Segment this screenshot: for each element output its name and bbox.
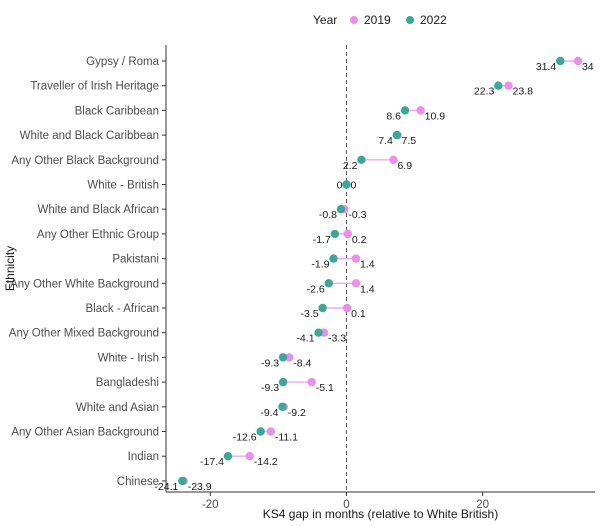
point-2019 bbox=[416, 106, 425, 115]
data-label: 34 bbox=[582, 61, 594, 73]
plot-area: -20 0 20 Gypsy / Roma 34 31.4 Traveller of Iri… bbox=[9, 45, 595, 511]
point-2022 bbox=[342, 180, 351, 189]
category-label: Traveller of Irish Heritage bbox=[30, 81, 159, 93]
data-label: -17.4 bbox=[200, 456, 224, 468]
point-2019 bbox=[351, 279, 361, 288]
category-label: White and Black Caribbean bbox=[20, 130, 159, 142]
point-2022 bbox=[278, 377, 288, 387]
point-2019 bbox=[285, 353, 294, 362]
point-2022 bbox=[392, 130, 402, 140]
data-label: -12.6 bbox=[233, 432, 257, 444]
legend: Year 2019 2022 bbox=[313, 13, 447, 27]
point-2022 bbox=[357, 155, 366, 164]
data-label: -0.8 bbox=[319, 209, 337, 221]
category-label: White - British bbox=[87, 180, 159, 192]
category-label: Any Other Ethnic Group bbox=[37, 229, 159, 241]
data-label: -24.1 bbox=[154, 481, 178, 493]
data-label: 8.6 bbox=[386, 110, 401, 122]
data-label: -5.1 bbox=[316, 382, 334, 394]
category-label: Pakistani bbox=[112, 254, 159, 266]
data-label: 6.9 bbox=[397, 160, 412, 172]
category-label: Bangladeshi bbox=[96, 377, 159, 389]
point-2022 bbox=[256, 427, 265, 436]
point-2019 bbox=[504, 81, 513, 90]
data-label: -3.3 bbox=[328, 333, 346, 345]
data-label: -3.5 bbox=[301, 308, 319, 320]
point-2022 bbox=[330, 229, 340, 239]
data-label: 23.8 bbox=[513, 86, 534, 98]
category-label: Black - African bbox=[86, 303, 160, 315]
point-2022 bbox=[178, 476, 187, 486]
point-2022 bbox=[278, 402, 287, 411]
point-2022 bbox=[494, 81, 503, 90]
data-label: 31.4 bbox=[536, 61, 557, 73]
category-label: Indian bbox=[128, 451, 159, 463]
data-label: 1.4 bbox=[360, 283, 375, 295]
data-label: -11.1 bbox=[275, 432, 298, 444]
category-label: Any Other White Background bbox=[10, 278, 159, 290]
y-axis-title: Ethnicity bbox=[3, 246, 17, 291]
point-2022 bbox=[318, 303, 327, 313]
point-2022 bbox=[400, 106, 410, 115]
point-2022 bbox=[336, 205, 346, 214]
category-label: White and Asian bbox=[76, 402, 159, 414]
point-2019 bbox=[245, 452, 254, 461]
data-label: -1.9 bbox=[311, 259, 329, 271]
point-2022 bbox=[324, 279, 333, 288]
data-label: -1.7 bbox=[313, 234, 331, 246]
data-label: -8.4 bbox=[293, 357, 311, 369]
data-label: -9.2 bbox=[288, 407, 306, 419]
data-label: -2.6 bbox=[307, 283, 325, 295]
point-2022 bbox=[314, 328, 323, 337]
legend-marker-2022 bbox=[406, 16, 414, 24]
data-label: 0.1 bbox=[351, 308, 366, 320]
x-tick-label: 20 bbox=[476, 499, 489, 511]
point-2019 bbox=[389, 155, 398, 164]
data-label: 0 bbox=[350, 180, 356, 192]
data-label: -4.1 bbox=[296, 333, 314, 345]
legend-label-2019: 2019 bbox=[364, 13, 391, 27]
legend-marker-2019 bbox=[350, 16, 358, 24]
data-label: -9.4 bbox=[260, 407, 278, 419]
x-tick-label: 0 bbox=[343, 499, 349, 511]
category-label: Gypsy / Roma bbox=[86, 56, 159, 68]
point-2019 bbox=[307, 377, 316, 387]
data-label: 7.4 bbox=[378, 135, 393, 147]
category-label: Any Other Black Background bbox=[11, 155, 159, 167]
data-label: -23.9 bbox=[188, 481, 212, 493]
data-label: -0.3 bbox=[348, 209, 366, 221]
point-2022 bbox=[278, 353, 288, 362]
x-axis-title: KS4 gap in months (relative to White Bri… bbox=[263, 507, 498, 521]
point-2022 bbox=[329, 254, 338, 263]
category-label: White - Irish bbox=[98, 352, 159, 364]
category-label: Black Caribbean bbox=[75, 105, 159, 117]
legend-title: Year bbox=[313, 13, 337, 27]
point-2022 bbox=[223, 452, 233, 461]
data-label: 10.9 bbox=[425, 110, 446, 122]
legend-label-2022: 2022 bbox=[420, 13, 447, 27]
point-2019 bbox=[351, 254, 361, 263]
category-label: Any Other Asian Background bbox=[11, 427, 159, 439]
point-2019 bbox=[343, 229, 353, 239]
category-label: White and Black African bbox=[38, 204, 159, 216]
data-label: -9.3 bbox=[261, 382, 279, 394]
point-2019 bbox=[342, 303, 352, 313]
data-label: 2.2 bbox=[343, 160, 358, 172]
data-label: 7.5 bbox=[402, 135, 417, 147]
data-label: -9.3 bbox=[261, 357, 279, 369]
point-2022 bbox=[556, 56, 565, 66]
point-2019 bbox=[573, 56, 583, 66]
data-label: 0.2 bbox=[352, 234, 367, 246]
data-label: 1.4 bbox=[360, 259, 375, 271]
point-2019 bbox=[266, 427, 276, 436]
data-label: 22.3 bbox=[474, 86, 495, 98]
category-label: Chinese bbox=[117, 476, 159, 488]
x-tick-label: -20 bbox=[202, 499, 219, 511]
category-label: Any Other Mixed Background bbox=[9, 328, 159, 340]
data-label: 0 bbox=[337, 180, 343, 192]
data-label: -14.2 bbox=[254, 456, 278, 468]
